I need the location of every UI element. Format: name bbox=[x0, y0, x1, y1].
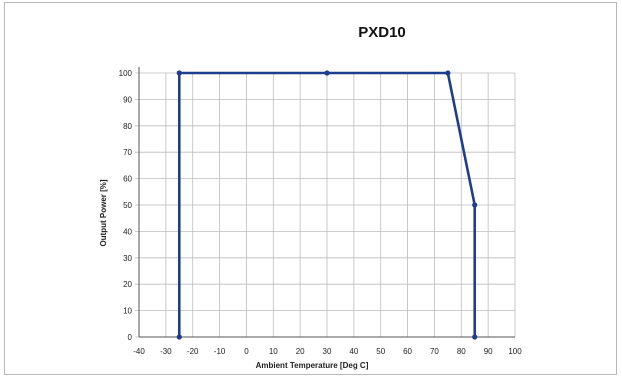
x-tick-label: 20 bbox=[296, 347, 305, 356]
x-tick-labels: -40 -30 -20 -10 0 10 20 30 40 50 60 70 80 90 100 bbox=[133, 347, 522, 356]
y-tick-label: 100 bbox=[119, 69, 133, 78]
y-tick-label: 0 bbox=[128, 333, 133, 342]
y-tick-label: 50 bbox=[123, 201, 132, 210]
chart-title: PXD10 bbox=[358, 24, 406, 41]
y-tick-label: 60 bbox=[123, 175, 132, 184]
x-tick-label: -30 bbox=[160, 347, 172, 356]
data-point bbox=[176, 334, 182, 340]
grid bbox=[135, 72, 516, 338]
x-tick-label: 10 bbox=[269, 347, 278, 356]
x-tick-label: 50 bbox=[376, 347, 385, 356]
y-tick-label: 30 bbox=[123, 254, 132, 263]
data-point bbox=[324, 70, 330, 76]
data-point bbox=[176, 70, 182, 76]
y-tick-label: 70 bbox=[123, 148, 132, 157]
x-tick-label: 40 bbox=[349, 347, 358, 356]
series-line-1 bbox=[177, 71, 477, 337]
data-point bbox=[445, 70, 451, 76]
x-tick-label: 60 bbox=[403, 347, 412, 356]
data-point bbox=[472, 202, 478, 208]
series-group bbox=[176, 70, 478, 340]
y-tick-label: 80 bbox=[123, 122, 132, 131]
x-tick-label: 100 bbox=[508, 347, 522, 356]
data-point bbox=[472, 334, 478, 340]
x-tick-label: 0 bbox=[244, 347, 249, 356]
y-tick-label: 10 bbox=[123, 307, 132, 316]
x-tick-label: 70 bbox=[430, 347, 439, 356]
y-tick-label: 90 bbox=[123, 95, 132, 104]
axes bbox=[138, 67, 515, 338]
x-tick-label: 80 bbox=[457, 347, 466, 356]
x-tick-label: -10 bbox=[214, 347, 226, 356]
y-axis-label: Output Power [%] bbox=[99, 179, 108, 246]
y-tick-label: 20 bbox=[123, 280, 132, 289]
x-tick-label: -40 bbox=[133, 347, 145, 356]
x-tick-label: 90 bbox=[484, 347, 493, 356]
y-tick-labels: 0 10 20 30 40 50 60 70 80 90 100 bbox=[119, 69, 133, 342]
x-axis-label: Ambient Temperature [Deg C] bbox=[256, 361, 369, 370]
x-tick-label: -20 bbox=[187, 347, 199, 356]
x-tick-label: 30 bbox=[323, 347, 332, 356]
y-tick-label: 40 bbox=[123, 227, 132, 236]
